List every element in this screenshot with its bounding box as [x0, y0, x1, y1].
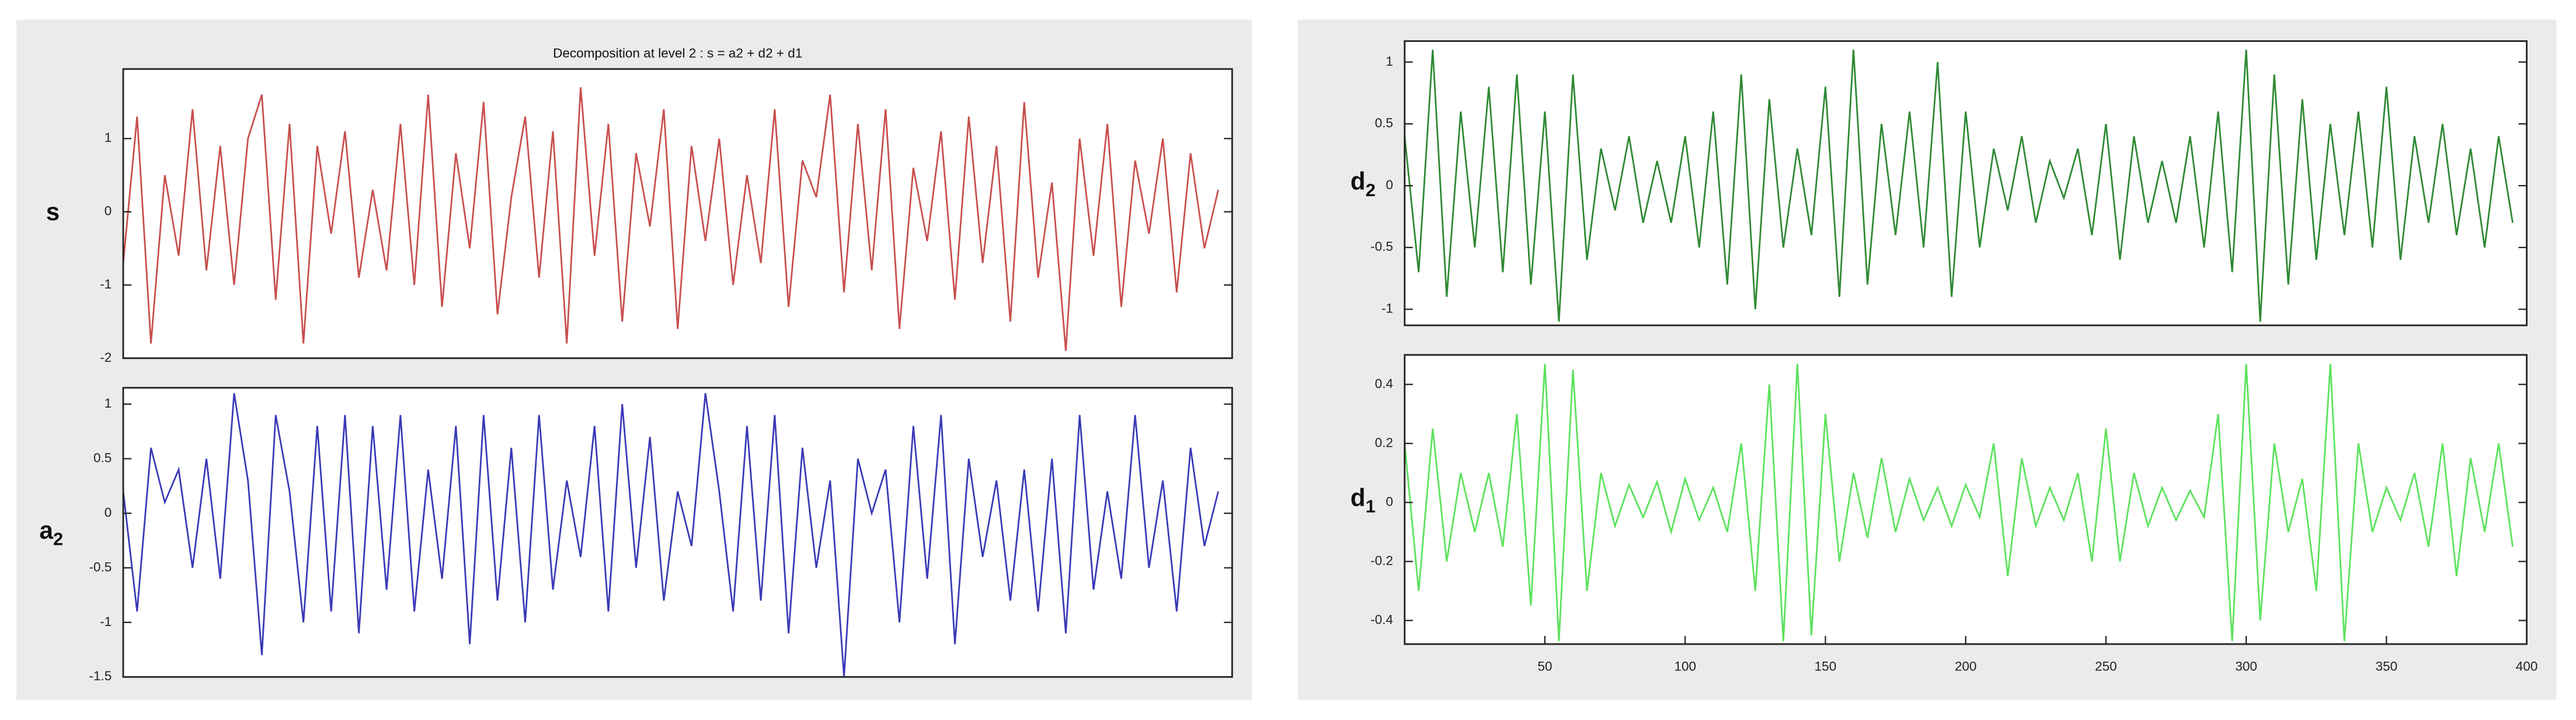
x-tick-label: 300 — [2235, 659, 2257, 673]
y-tick-label: -1 — [100, 277, 112, 291]
data-line — [123, 87, 1219, 351]
y-tick-label: -1.5 — [89, 669, 112, 683]
y-axis-label: d2 — [1350, 168, 1376, 200]
y-tick-label: 1 — [1386, 54, 1394, 68]
axes-frame — [1404, 40, 2528, 326]
axes-frame — [122, 387, 1233, 678]
axes-frame — [122, 68, 1233, 359]
y-axis-label: s — [46, 198, 60, 225]
y-tick-label: 0.2 — [1375, 435, 1393, 450]
y-tick-label: -0.2 — [1370, 553, 1393, 568]
plot-area — [123, 69, 1233, 359]
x-tick-label: 150 — [1815, 659, 1837, 673]
plot-area — [123, 388, 1233, 677]
data-line — [1404, 363, 2514, 642]
y-axis-label: d1 — [1350, 484, 1376, 517]
y-tick-label: 0.4 — [1375, 376, 1393, 391]
data-line — [123, 393, 1219, 677]
y-tick-label: -0.4 — [1370, 613, 1393, 627]
y-tick-label: 0 — [1386, 178, 1394, 192]
y-tick-label: -0.5 — [1370, 239, 1393, 254]
y-tick-label: -1 — [1381, 301, 1393, 316]
chart-title: Decomposition at level 2 : s = a2 + d2 +… — [553, 46, 802, 60]
x-tick-label: 50 — [1537, 659, 1552, 673]
y-tick-label: 0 — [1386, 494, 1394, 509]
plot-area — [1404, 354, 2527, 645]
y-tick-label: -2 — [100, 350, 112, 364]
x-tick-label: 250 — [2095, 659, 2117, 673]
y-tick-label: 0 — [105, 204, 112, 218]
x-tick-label: 350 — [2376, 659, 2398, 673]
x-tick-label: 200 — [1955, 659, 1977, 673]
y-tick-label: 0 — [105, 505, 112, 520]
y-tick-label: 1 — [105, 130, 112, 145]
x-tick-label: 100 — [1674, 659, 1696, 673]
y-tick-label: 0.5 — [93, 450, 112, 465]
y-tick-label: -1 — [100, 614, 112, 629]
y-tick-label: 1 — [105, 396, 112, 411]
data-line — [1404, 50, 2514, 322]
plot-area — [1404, 41, 2527, 326]
x-tick-label: 400 — [2516, 659, 2538, 673]
y-tick-label: 0.5 — [1375, 116, 1393, 130]
y-tick-label: -0.5 — [89, 559, 112, 574]
y-axis-label: a2 — [40, 517, 64, 549]
